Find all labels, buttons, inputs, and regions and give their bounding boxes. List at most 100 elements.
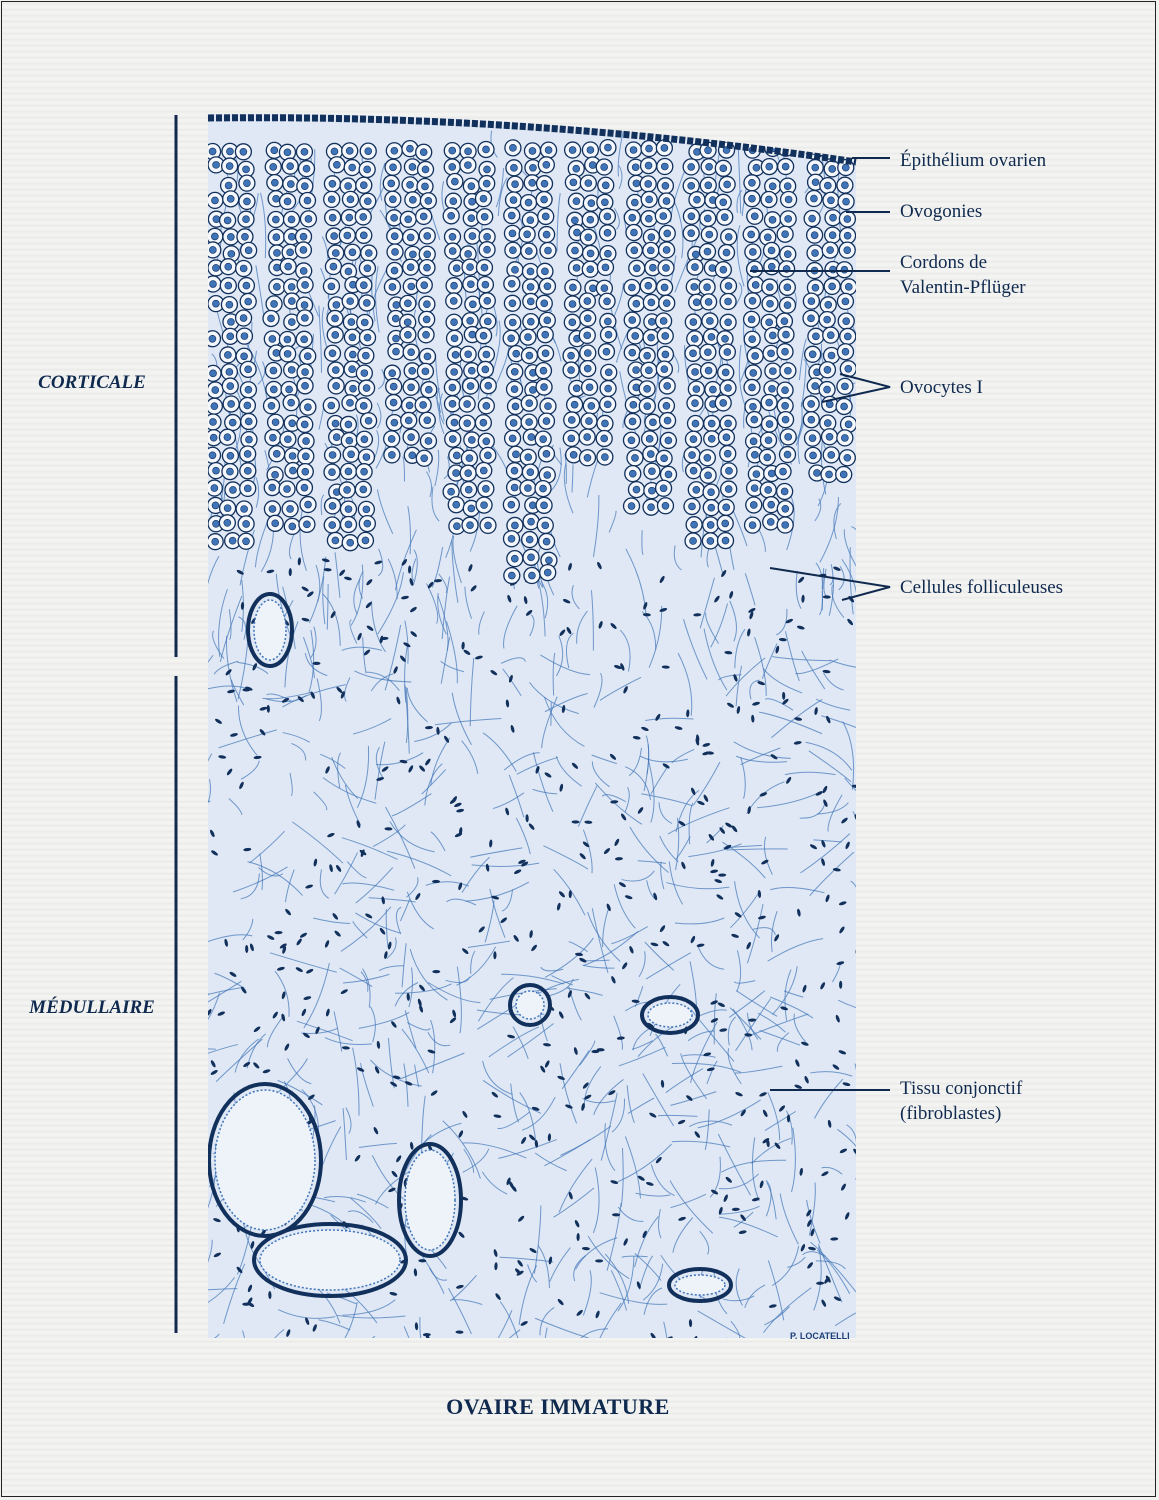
fibroblast-nucleus: [565, 1104, 573, 1109]
oocyte-nucleus: [467, 504, 476, 513]
fiber: [313, 791, 328, 811]
fiber: [310, 626, 317, 659]
fiber: [559, 1063, 578, 1124]
fibroblast-nucleus: [584, 1094, 592, 1100]
oocyte-nucleus: [627, 502, 636, 510]
oocyte-nucleus: [287, 318, 296, 326]
oocyte-nucleus: [286, 162, 294, 170]
fiber: [342, 882, 395, 891]
fiber: [342, 1108, 347, 1160]
fiber: [355, 912, 401, 934]
fibroblast-nucleus: [523, 596, 528, 604]
oocyte-nucleus: [748, 297, 757, 305]
oocyte-nucleus: [823, 181, 832, 190]
oocyte-cell: [840, 141, 856, 159]
oocyte-nucleus: [541, 212, 550, 221]
fiber: [601, 794, 627, 803]
fiber: [813, 1246, 822, 1311]
fiber: [356, 745, 370, 808]
fibroblast-nucleus: [809, 844, 817, 850]
oocyte-nucleus: [483, 165, 491, 174]
fiber: [362, 968, 371, 1008]
oocyte-nucleus: [604, 249, 612, 258]
fibroblast-nucleus: [645, 1181, 654, 1186]
oocyte-nucleus: [632, 299, 641, 308]
fibroblast-nucleus: [525, 609, 533, 616]
fiber: [787, 1256, 806, 1268]
vessel-wall: [667, 1267, 733, 1303]
fibroblast-nucleus: [662, 941, 670, 947]
fiber: [408, 967, 413, 1008]
oocyte-nucleus: [273, 283, 281, 291]
fiber: [403, 1063, 409, 1107]
oocyte-nucleus: [512, 450, 520, 459]
fiber: [814, 1078, 844, 1119]
fiber: [642, 1073, 675, 1127]
fiber: [529, 614, 535, 637]
fibroblast-nucleus: [454, 832, 463, 838]
fibroblast-nucleus: [468, 564, 473, 572]
oocyte-nucleus: [748, 335, 756, 344]
vessel-lumen: [404, 1149, 456, 1251]
fibroblast-nucleus: [674, 726, 683, 730]
oocyte-nucleus: [692, 250, 700, 259]
fibroblast-nucleus: [312, 661, 321, 665]
oocyte-nucleus: [409, 196, 417, 204]
oocyte-nucleus: [452, 264, 461, 272]
fiber: [384, 624, 402, 691]
fibroblast-nucleus: [841, 1183, 846, 1191]
fibroblast-nucleus: [227, 689, 235, 694]
fiber: [377, 572, 404, 635]
fiber: [425, 881, 470, 887]
fiber: [709, 1156, 721, 1198]
fiber: [736, 189, 743, 213]
fiber: [837, 1128, 856, 1166]
oocyte-nucleus: [271, 471, 279, 479]
oocyte-nucleus: [244, 297, 253, 306]
fibroblast-nucleus: [224, 938, 228, 947]
fibroblast-nucleus: [558, 1011, 564, 1019]
oocyte-nucleus: [649, 418, 657, 427]
fibroblast-nucleus: [430, 1090, 438, 1096]
fiber: [378, 965, 405, 972]
oocyte-nucleus: [824, 147, 833, 155]
fibroblast-nucleus: [810, 1228, 815, 1237]
oocyte-nucleus: [269, 433, 277, 442]
fibroblast-nucleus: [597, 561, 602, 570]
fibroblast-nucleus: [618, 882, 626, 888]
oocyte-nucleus: [542, 417, 551, 425]
fibroblast-nucleus: [452, 1009, 457, 1018]
fiber: [501, 889, 514, 912]
oocyte-nucleus: [283, 350, 292, 358]
oocyte-nucleus: [587, 199, 596, 208]
fiber: [470, 847, 523, 858]
oocyte-nucleus: [467, 366, 476, 375]
oocyte-nucleus: [363, 197, 372, 206]
fibroblast-nucleus: [678, 820, 686, 827]
fiber: [704, 1109, 710, 1150]
oocyte-nucleus: [630, 228, 638, 237]
oocyte-nucleus: [542, 537, 551, 546]
oocyte-nucleus: [748, 521, 757, 529]
oocyte-nucleus: [390, 146, 399, 155]
fibroblast-nucleus: [424, 725, 433, 730]
fibroblast-nucleus: [768, 1304, 777, 1308]
oocyte-nucleus: [468, 232, 477, 240]
fibroblast-nucleus: [325, 766, 330, 774]
fiber: [728, 990, 766, 1018]
oocyte-nucleus: [567, 434, 576, 443]
oocyte-nucleus: [692, 385, 701, 393]
fibroblast-nucleus: [779, 1105, 786, 1112]
fiber: [744, 573, 756, 606]
fiber: [482, 732, 517, 772]
oocyte-nucleus: [628, 348, 637, 357]
fibroblast-nucleus: [557, 1298, 564, 1306]
fibroblast-nucleus: [451, 796, 457, 803]
fiber: [587, 911, 621, 962]
fiber: [699, 577, 715, 629]
oocyte-nucleus: [288, 522, 297, 531]
oocyte-nucleus: [600, 163, 608, 171]
fiber: [482, 1060, 513, 1095]
fibroblast-nucleus: [649, 1112, 657, 1118]
fibroblast-nucleus: [436, 726, 440, 735]
